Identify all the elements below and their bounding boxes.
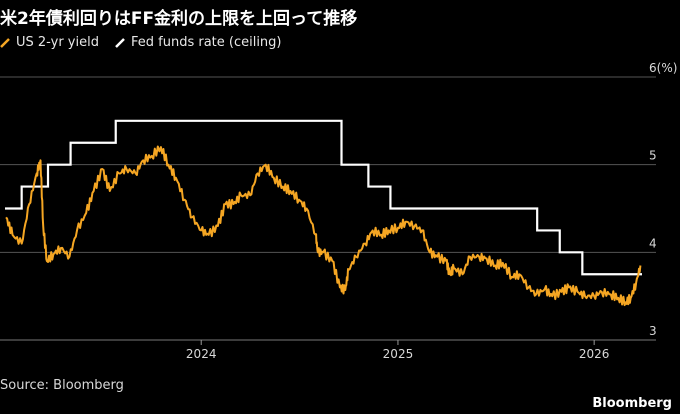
y-tick-label: 5 bbox=[649, 149, 657, 163]
yield-line-icon bbox=[0, 37, 10, 48]
chart-title: 米2年債利回りはFF金利の上限を上回って推移 bbox=[0, 9, 358, 29]
legend-label-fed: Fed funds rate (ceiling) bbox=[130, 35, 282, 50]
series-layer bbox=[5, 119, 642, 307]
y-tick-label: 6(%) bbox=[649, 61, 677, 75]
grid-layer bbox=[0, 76, 656, 341]
legend-label-yield: US 2-yr yield bbox=[16, 35, 99, 50]
brand-logo-text: Bloomberg bbox=[592, 396, 672, 411]
series-line-fed-funds bbox=[5, 119, 642, 276]
legend-item-yield: US 2-yr yield bbox=[0, 35, 99, 50]
x-tick-label: 2025 bbox=[383, 347, 414, 361]
axis-layer: 6(%) 5 4 3 2024 2025 2026 bbox=[0, 61, 677, 361]
source-note: Source: Bloomberg bbox=[0, 378, 124, 393]
series-line-us-2yr-yield bbox=[5, 145, 642, 307]
chart-legend: US 2-yr yield Fed funds rate (ceiling) bbox=[0, 35, 282, 50]
y-tick-label: 3 bbox=[649, 324, 657, 338]
x-tick-label: 2026 bbox=[579, 347, 610, 361]
y-tick-label: 4 bbox=[649, 236, 657, 250]
x-tick-label: 2024 bbox=[186, 347, 217, 361]
legend-item-fed: Fed funds rate (ceiling) bbox=[115, 35, 282, 50]
fed-line-icon bbox=[115, 37, 125, 48]
